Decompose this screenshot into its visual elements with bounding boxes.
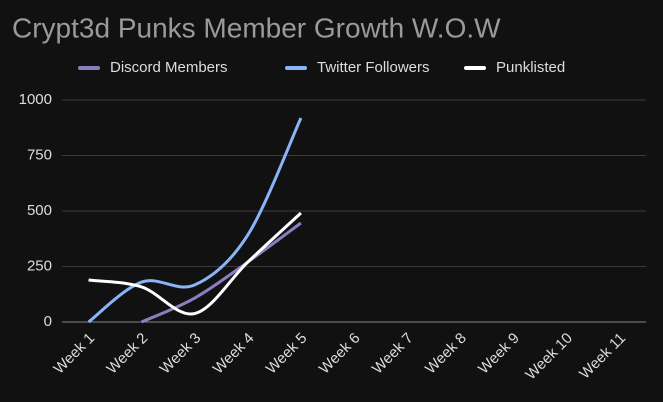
y-tick-label: 1000 [19,91,52,108]
legend-label: Punklisted [496,59,565,76]
y-tick-label: 250 [27,257,52,274]
legend-label: Discord Members [110,59,228,76]
series-line [87,117,303,324]
series-line [141,221,302,324]
series-line [88,211,302,316]
chart-title: Crypt3d Punks Member Growth W.O.W [12,12,501,43]
y-tick-label: 750 [27,146,52,163]
legend-label: Twitter Followers [317,59,430,76]
y-tick-label: 500 [27,202,52,219]
y-tick-label: 0 [44,313,52,330]
